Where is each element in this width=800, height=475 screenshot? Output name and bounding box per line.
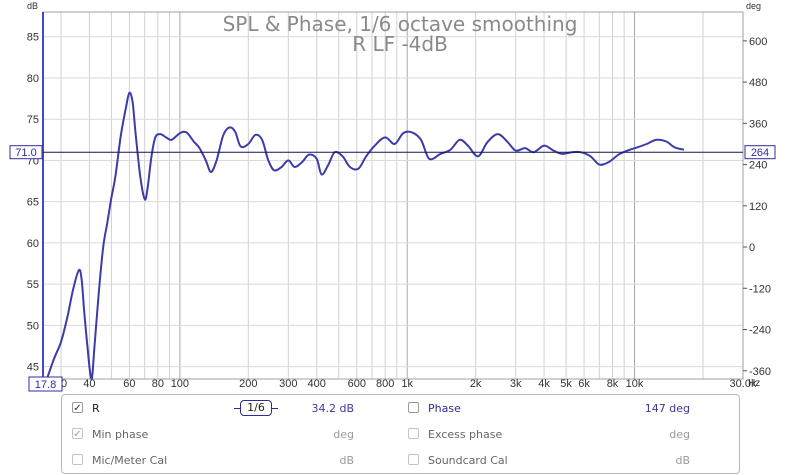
x-axis-ticks: 304060801002003004006008001k2k3k4k5k6k8k…: [55, 378, 757, 390]
y-tick-label: 50: [27, 320, 39, 332]
x-tick-label: 3k: [510, 378, 522, 390]
smoothing-selector[interactable]: 1/6: [234, 400, 278, 416]
soundcard-cal-value: dB: [675, 454, 690, 467]
mic-cal-checkbox[interactable]: [72, 454, 83, 465]
y2-tick-label: 480: [749, 77, 767, 89]
y-tick-label: 45: [27, 362, 39, 374]
y-tick-label: 80: [27, 73, 39, 85]
cursor-x-box[interactable]: [28, 376, 63, 392]
phase-value: 147 deg: [644, 402, 690, 415]
x-tick-label: 2k: [470, 378, 482, 390]
r-label: R: [92, 402, 100, 415]
phase-checkbox[interactable]: [408, 402, 419, 413]
y-tick-label: 75: [27, 114, 39, 126]
x-tick-label: 6k: [578, 378, 590, 390]
x-tick-label: 4k: [538, 378, 550, 390]
y2-tick-label: 600: [749, 36, 767, 48]
r-checkbox[interactable]: ✓: [72, 402, 83, 414]
x-tick-label: 30.0k: [730, 378, 757, 390]
excess-phase-value: deg: [669, 428, 690, 441]
y-axis-unit: dB: [27, 1, 38, 11]
legend-row-cal: Mic/Meter Cal dB Soundcard Cal dB: [62, 449, 739, 471]
x-tick-label: 200: [239, 378, 257, 390]
cursor-value-left-box[interactable]: [9, 145, 43, 160]
series-line-r: [45, 91, 685, 380]
x-tick-label: 1k: [401, 378, 413, 390]
x-tick-label: 80: [152, 378, 164, 390]
x-axis-unit: Hz: [748, 378, 760, 389]
mic-cal-label: Mic/Meter Cal: [92, 454, 168, 467]
y-tick-label: 60: [27, 238, 39, 250]
cursor-value-left: 71.0: [15, 147, 36, 159]
x-tick-label: 400: [308, 378, 326, 390]
mic-cal-value: dB: [339, 454, 354, 467]
x-tick-label: 300: [279, 378, 297, 390]
y2-tick-label: -240: [749, 325, 771, 337]
legend-row-r: ✓ R 1/6 34.2 dB Phase 147 deg: [62, 397, 739, 419]
y2-tick-label: 0: [749, 242, 755, 254]
y2-tick-label: 240: [749, 160, 767, 172]
cursor-value-right: 264: [751, 147, 769, 159]
grid: [43, 12, 743, 379]
y2-axis-ticks: -360 -240 -120 0 120 240 360 480 600: [743, 36, 771, 378]
soundcard-cal-label: Soundcard Cal: [428, 454, 508, 467]
y2-tick-label: -120: [749, 283, 771, 295]
legend-row-min-phase: ✓ Min phase deg Excess phase deg: [62, 423, 739, 445]
x-tick-label: 5k: [560, 378, 572, 390]
legend-panel: ✓ R 1/6 34.2 dB Phase 147 deg ✓ Min phas…: [61, 394, 740, 474]
phase-label: Phase: [428, 402, 461, 415]
min-phase-label: Min phase: [92, 428, 149, 441]
excess-phase-checkbox[interactable]: [408, 428, 419, 439]
y-tick-label: 65: [27, 197, 39, 209]
min-phase-value: deg: [333, 428, 354, 441]
r-value: 34.2 dB: [311, 402, 354, 415]
x-tick-label: 40: [83, 378, 95, 390]
min-phase-checkbox[interactable]: ✓: [72, 428, 83, 440]
y2-tick-label: 120: [749, 201, 767, 213]
y2-tick-label: 360: [749, 118, 767, 130]
x-tick-label: 10k: [626, 378, 644, 390]
y2-axis-unit: deg: [746, 1, 761, 11]
x-tick-label: 8k: [607, 378, 619, 390]
cursor-value-right-box[interactable]: [744, 145, 776, 160]
chart-background: [0, 0, 800, 393]
y-tick-label: 55: [27, 279, 39, 291]
x-tick-label: 600: [348, 378, 366, 390]
soundcard-cal-checkbox[interactable]: [408, 454, 419, 465]
chart-subtitle: R LF -4dB: [352, 32, 448, 56]
y2-tick-label: -360: [749, 366, 771, 378]
x-tick-label: 60: [123, 378, 135, 390]
chart-title: SPL & Phase, 1/6 octave smoothing: [223, 12, 578, 36]
x-tick-label: 800: [376, 378, 394, 390]
cursor-x-value: 17.8: [35, 379, 56, 391]
x-tick-label: 100: [171, 378, 189, 390]
y-tick-label: 85: [27, 32, 39, 44]
excess-phase-label: Excess phase: [428, 428, 503, 441]
